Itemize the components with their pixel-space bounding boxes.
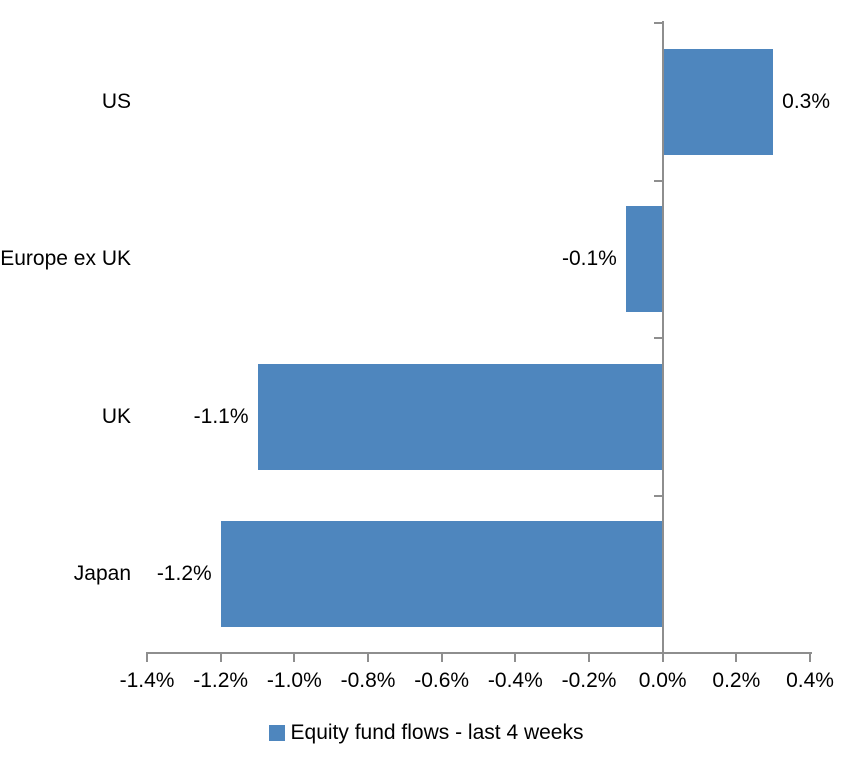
x-axis-tick <box>440 652 443 662</box>
x-axis-tick-label: 0.2% <box>712 669 761 692</box>
y-axis-tick <box>653 652 662 654</box>
category-label-uk: UK <box>101 404 131 428</box>
x-axis-tick-label: -1.0% <box>266 669 322 692</box>
bar-uk <box>257 363 663 470</box>
x-axis-tick-label: -0.2% <box>561 669 617 692</box>
x-axis-tick-label: -1.4% <box>119 669 175 692</box>
y-axis-tick <box>653 494 662 497</box>
x-axis-tick <box>367 652 369 662</box>
category-label-japan: Japan <box>73 562 131 586</box>
y-axis-tick <box>653 179 662 182</box>
bar-europe-ex-uk <box>625 206 663 313</box>
value-label-japan: -1.2% <box>156 562 212 586</box>
x-axis-tick <box>735 652 738 662</box>
bar-us <box>662 48 774 155</box>
value-label-uk: -1.1% <box>193 404 249 428</box>
x-axis-tick-label: -1.2% <box>193 669 249 692</box>
x-axis-line <box>146 652 812 654</box>
x-axis-tick <box>588 652 590 662</box>
category-label-europe-ex-uk: Europe ex UK <box>0 247 131 271</box>
legend: Equity fund flows - last 4 weeks <box>0 720 852 746</box>
legend-label: Equity fund flows - last 4 weeks <box>290 721 584 744</box>
value-label-europe-ex-uk: -0.1% <box>561 247 617 271</box>
y-axis-line <box>661 21 664 661</box>
x-axis-tick-label: -0.6% <box>414 669 470 692</box>
x-axis-tick <box>146 652 148 662</box>
x-axis-tick <box>514 652 517 662</box>
y-axis-tick <box>653 22 662 24</box>
value-label-us: 0.3% <box>782 89 831 113</box>
x-axis-tick-label: 0.0% <box>638 669 687 692</box>
category-label-us: US <box>101 89 131 113</box>
legend-swatch <box>268 725 285 741</box>
x-axis-tick <box>293 652 296 662</box>
x-axis-tick-label: 0.4% <box>786 669 834 692</box>
x-axis-tick <box>809 652 811 662</box>
x-axis-tick-label: -0.8% <box>340 669 396 692</box>
bar-japan <box>220 521 663 628</box>
y-axis-tick <box>653 337 662 339</box>
x-axis-tick-label: -0.4% <box>487 669 543 692</box>
x-axis-tick <box>219 652 222 662</box>
